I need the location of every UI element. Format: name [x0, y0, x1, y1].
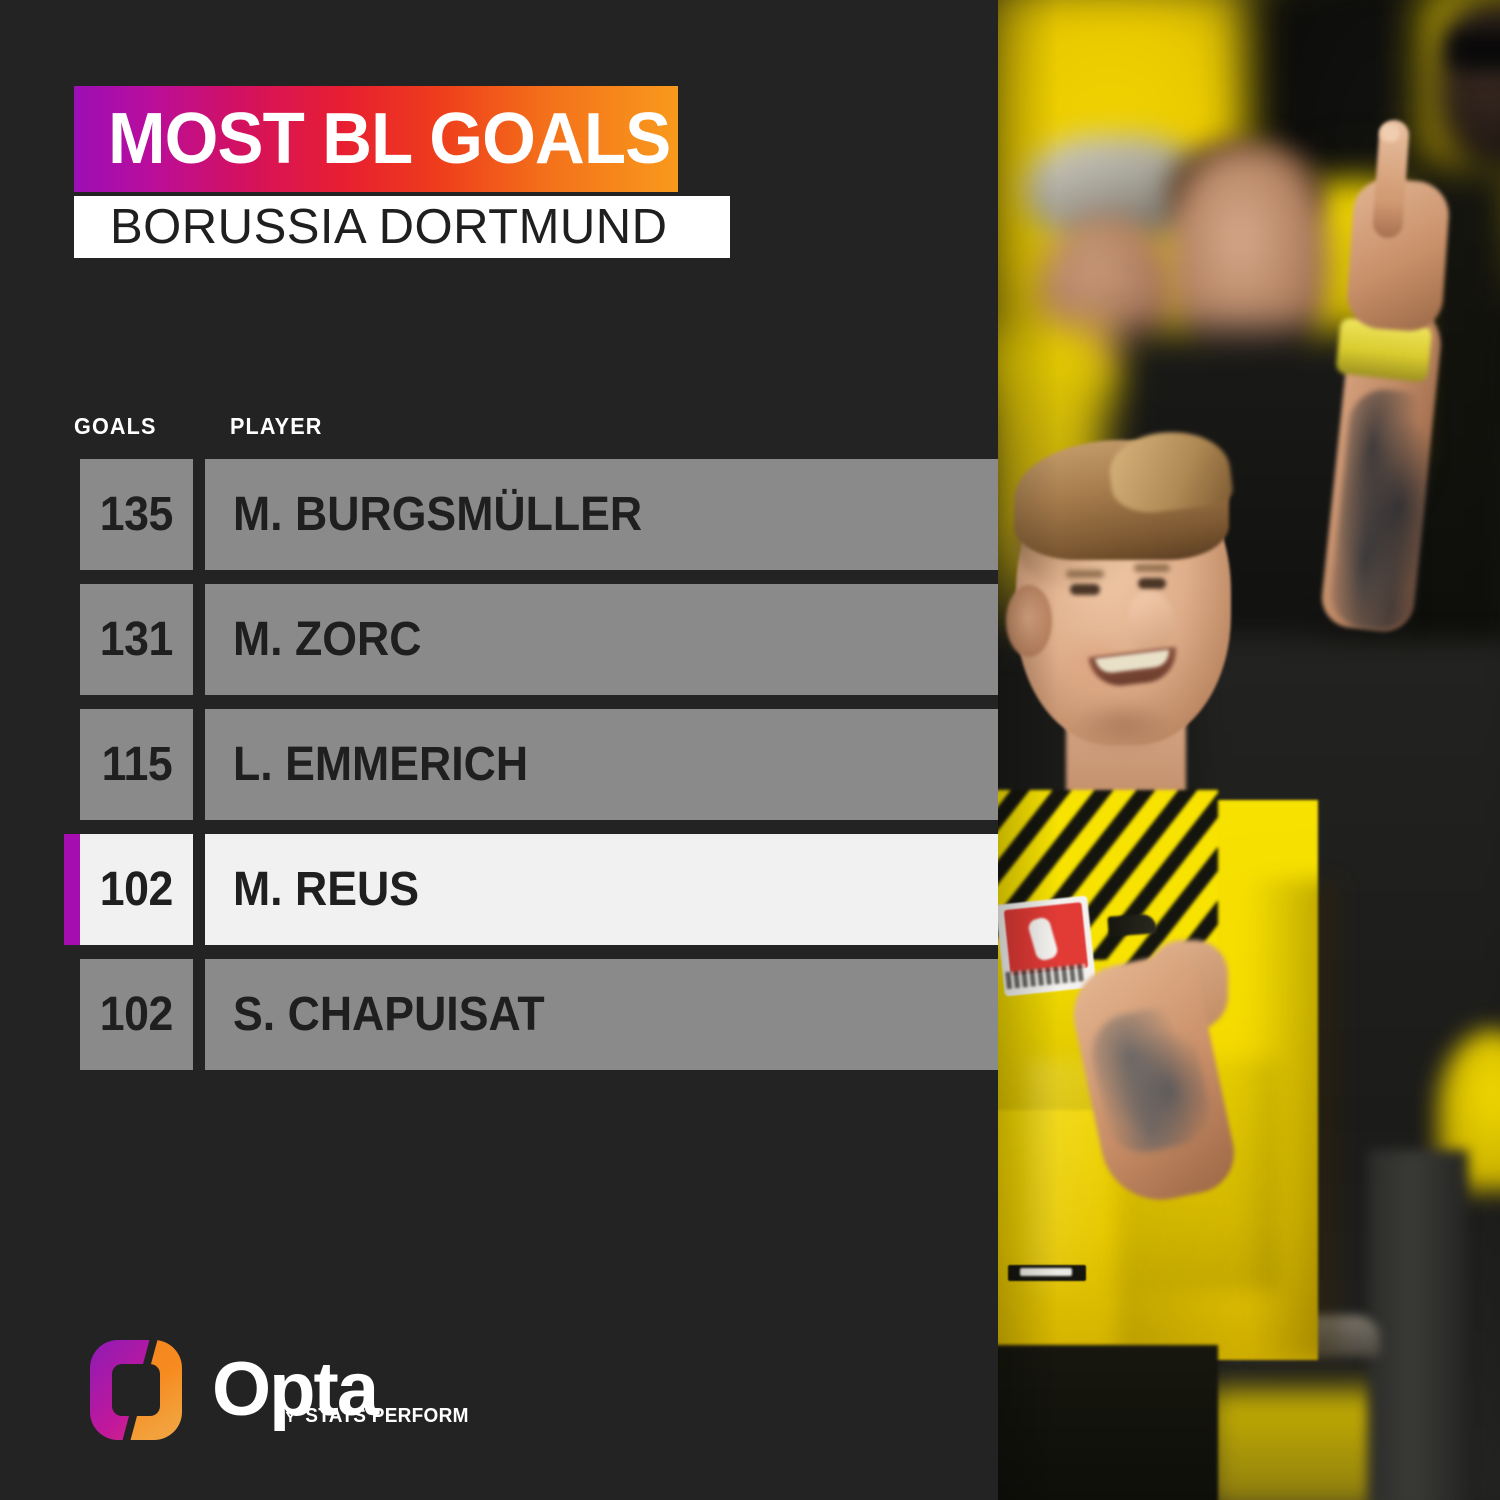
table-row[interactable]: 115 L. EMMERICH [0, 709, 998, 820]
opta-text: Opta [212, 1347, 379, 1432]
column-header-player: PLAYER [230, 413, 323, 439]
goals-value: 135 [99, 487, 174, 541]
cell-player: S. CHAPUISAT [205, 959, 998, 1070]
cell-goals: 131 [80, 584, 193, 695]
player-nose [1128, 592, 1174, 654]
goals-value: 115 [101, 737, 172, 791]
cell-player: M. ZORC [205, 584, 998, 695]
jersey-hem-tab [1020, 1268, 1072, 1276]
stats-panel: MOST BL GOALS BORUSSIA DORTMUND GOALS PL… [0, 86, 998, 1444]
table-row-highlighted[interactable]: 102 M. REUS [0, 834, 998, 945]
opta-byline: BY STATS PERFORM [274, 1405, 473, 1428]
page-title: MOST BL GOALS [108, 99, 671, 179]
player-name: M. ZORC [233, 612, 422, 666]
subtitle-banner: BORUSSIA DORTMUND [74, 196, 730, 258]
goals-value: 131 [99, 612, 174, 666]
cell-goals: 135 [80, 459, 193, 570]
goals-value: 102 [99, 987, 174, 1041]
pointing-finger [1380, 124, 1400, 142]
table-row[interactable]: 135 M. BURGSMÜLLER [0, 459, 998, 570]
table-header: GOALS PLAYER [0, 415, 998, 445]
player-shorts [998, 1345, 1218, 1500]
team-name: BORUSSIA DORTMUND [110, 199, 668, 254]
cell-player: M. BURGSMÜLLER [205, 459, 998, 570]
photo-vignette [998, 0, 1500, 1500]
goals-value: 102 [99, 862, 174, 916]
player-name: M. BURGSMÜLLER [233, 487, 643, 541]
opta-logo: Opta BY STATS PERFORM [88, 1336, 468, 1444]
cell-goals: 115 [80, 709, 193, 820]
goals-table: 135 M. BURGSMÜLLER 131 M. ZORC 115 [0, 459, 998, 1084]
cell-player: M. REUS [205, 834, 998, 945]
opta-logo-mark-icon [88, 1338, 184, 1442]
player-eye [1138, 578, 1166, 589]
row-accent-bar [64, 834, 80, 945]
table-row[interactable]: 131 M. ZORC [0, 584, 998, 695]
player-photo [998, 0, 1500, 1500]
player-eye [1070, 584, 1100, 595]
title-banner: MOST BL GOALS [74, 86, 678, 192]
stadium-seat [1208, 1390, 1388, 1500]
opta-wordmark: Opta BY STATS PERFORM [212, 1338, 468, 1442]
player-ear [1006, 585, 1052, 657]
cell-player: L. EMMERICH [205, 709, 998, 820]
crowd-spectator [1448, 30, 1500, 70]
player-eyebrow [1066, 570, 1104, 578]
cell-goals: 102 [80, 834, 193, 945]
player-eyebrow [1134, 564, 1170, 572]
cell-goals: 102 [80, 959, 193, 1070]
table-row[interactable]: 102 S. CHAPUISAT [0, 959, 998, 1070]
player-chin [1068, 700, 1178, 750]
jersey-shading [1248, 880, 1338, 1360]
player-name: M. REUS [233, 862, 420, 916]
byline-by: BY [274, 1409, 296, 1426]
byline-brand: STATS PERFORM [305, 1405, 469, 1427]
column-header-goals: GOALS [74, 413, 157, 439]
player-name: S. CHAPUISAT [233, 987, 545, 1041]
player-name: L. EMMERICH [233, 737, 529, 791]
stadium-seat [1368, 1150, 1468, 1500]
